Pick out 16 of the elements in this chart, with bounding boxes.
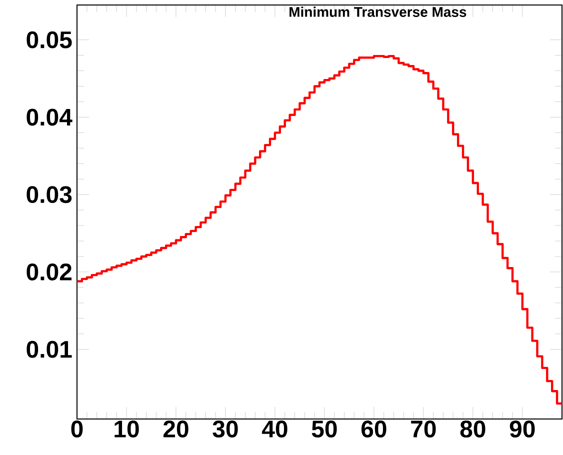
x-tick-label: 80: [460, 420, 486, 438]
x-tick-label: 90: [510, 420, 535, 438]
y-tick-label: 0.05: [26, 31, 72, 48]
x-tick-label: 30: [212, 420, 238, 438]
x-tick-label: 0: [71, 420, 83, 438]
x-tick-label: 70: [411, 420, 436, 438]
chart-title: Minimum Transverse Mass: [290, 6, 466, 17]
y-tick-label: 0.02: [26, 263, 72, 280]
y-tick-label: 0.04: [26, 108, 72, 126]
x-tick-label: 10: [114, 420, 139, 438]
y-tick-label: 0.01: [26, 340, 72, 358]
x-tick-label: 40: [262, 420, 288, 438]
x-tick-label: 20: [163, 420, 188, 438]
x-tick-label: 50: [312, 420, 337, 438]
y-tick-label: 0.03: [26, 186, 72, 204]
x-tick-label: 60: [361, 420, 386, 438]
